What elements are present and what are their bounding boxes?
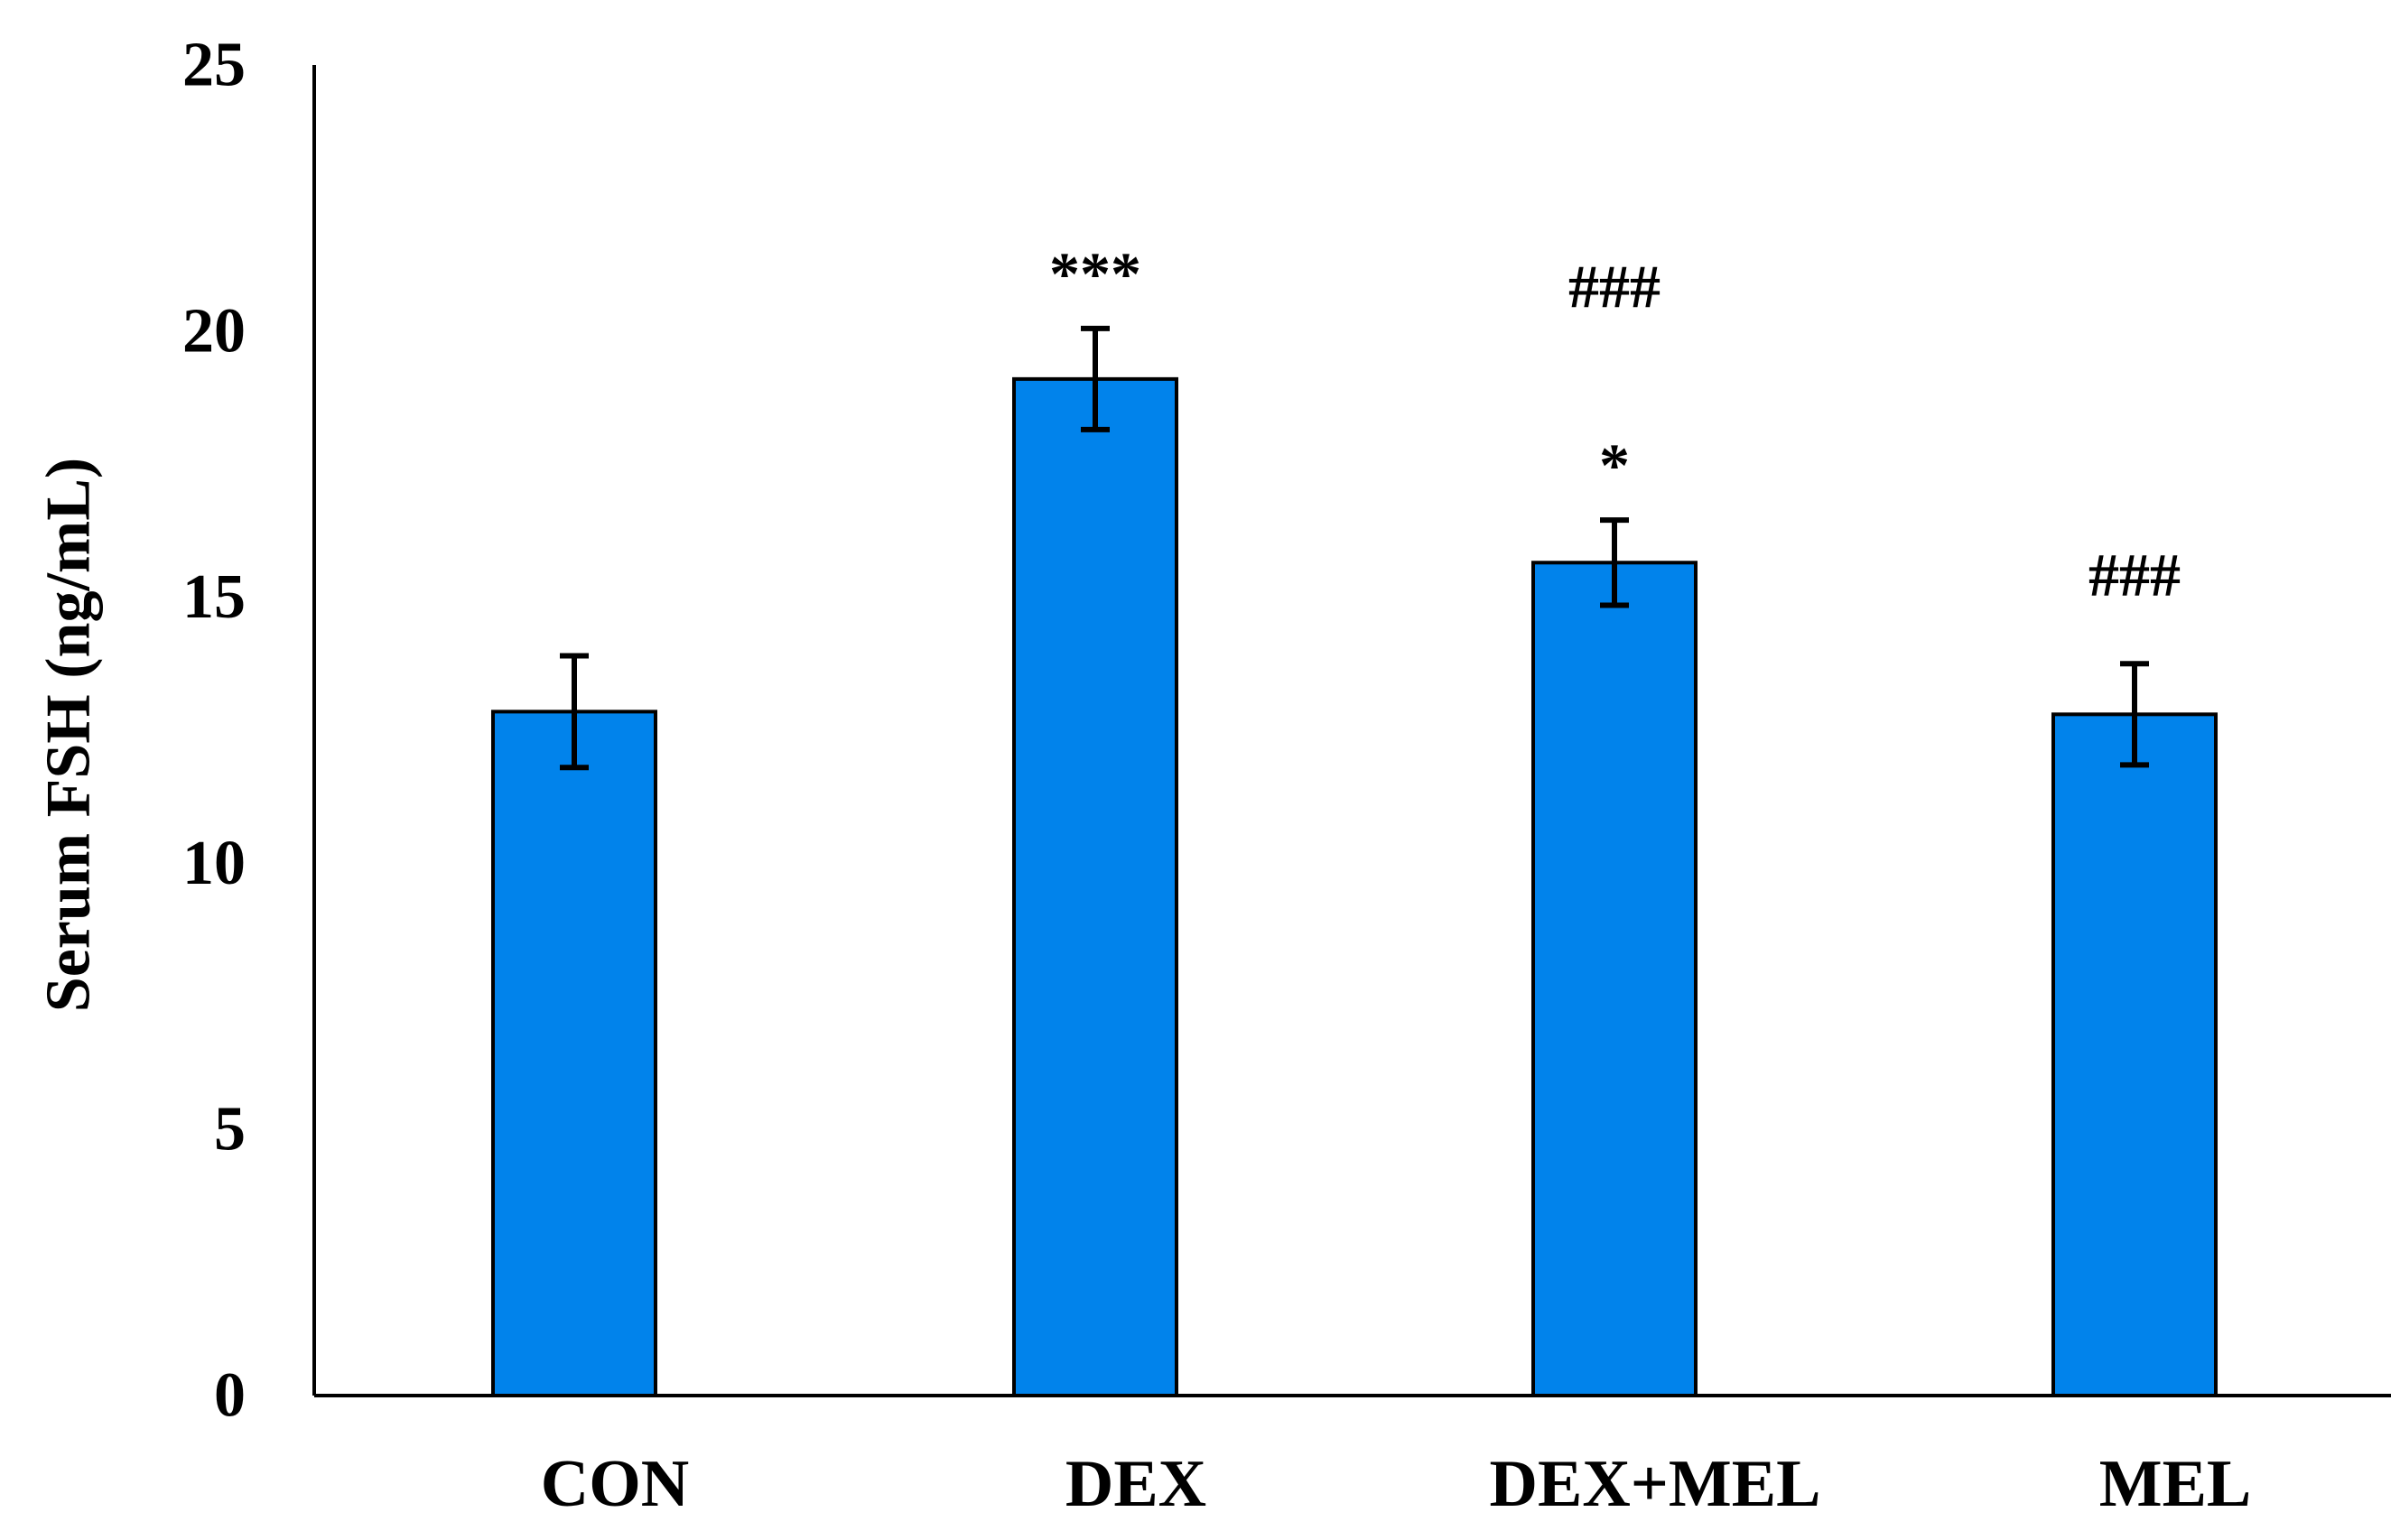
x-category-label: MEL [2099, 1447, 2252, 1521]
y-tick-label: 0 [214, 1361, 246, 1431]
bar-mel [2051, 712, 2218, 1397]
x-category-label: DEX+MEL [1490, 1447, 1821, 1521]
y-tick-label: 15 [182, 562, 246, 632]
bar-con [491, 710, 657, 1397]
x-category-label: CON [541, 1447, 689, 1521]
y-tick-label: 5 [214, 1095, 246, 1164]
y-tick-label: 25 [182, 31, 246, 100]
error-bars-layer [560, 325, 2149, 771]
significance-hashes: ### [2088, 540, 2181, 608]
significance-stars: * [1599, 431, 1630, 499]
y-tick-label: 20 [182, 296, 246, 366]
significance-annotations-layer: *** ### * ### [1049, 239, 2181, 608]
x-category-label: DEX [1065, 1447, 1206, 1521]
y-tick-labels: 0 5 10 15 20 25 [182, 31, 246, 1431]
significance-hashes: ### [1568, 252, 1660, 320]
x-category-labels: CON DEX DEX+MEL MEL [541, 1447, 2252, 1521]
bar-dex [1012, 376, 1178, 1397]
bar-dex-mel [1531, 561, 1698, 1397]
y-axis-title: Serum FSH (ng/mL) [34, 458, 104, 1012]
bars-layer [491, 376, 2218, 1397]
significance-stars: *** [1049, 239, 1141, 308]
y-tick-label: 10 [182, 829, 246, 898]
